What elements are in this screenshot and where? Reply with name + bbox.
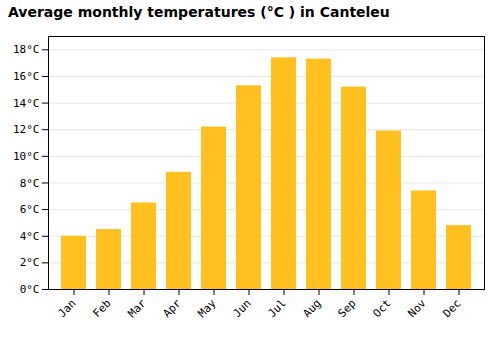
svg-text:4°C: 4°C xyxy=(20,230,40,243)
svg-text:2°C: 2°C xyxy=(20,256,40,269)
svg-text:Mar: Mar xyxy=(125,296,149,320)
svg-text:14°C: 14°C xyxy=(13,97,40,110)
svg-text:18°C: 18°C xyxy=(13,43,40,56)
svg-text:6°C: 6°C xyxy=(20,203,40,216)
svg-text:Dec: Dec xyxy=(440,297,463,320)
svg-text:Apr: Apr xyxy=(160,296,184,320)
svg-text:Nov: Nov xyxy=(405,296,429,320)
svg-text:Jun: Jun xyxy=(230,297,253,320)
svg-text:Jul: Jul xyxy=(265,297,288,320)
svg-text:8°C: 8°C xyxy=(20,176,40,189)
svg-text:Feb: Feb xyxy=(90,297,113,320)
svg-text:Sep: Sep xyxy=(335,297,358,320)
svg-text:Jan: Jan xyxy=(55,297,78,320)
svg-text:10°C: 10°C xyxy=(13,150,40,163)
svg-text:Aug: Aug xyxy=(300,297,323,320)
svg-text:May: May xyxy=(195,296,219,320)
svg-text:12°C: 12°C xyxy=(13,123,40,136)
svg-text:Oct: Oct xyxy=(370,297,393,320)
html-text:Average monthly temperatures (: Average monthly temperatures (°C ) in Ca… xyxy=(8,4,390,20)
svg-text:16°C: 16°C xyxy=(13,70,40,83)
svg-text:0°C: 0°C xyxy=(20,283,40,296)
